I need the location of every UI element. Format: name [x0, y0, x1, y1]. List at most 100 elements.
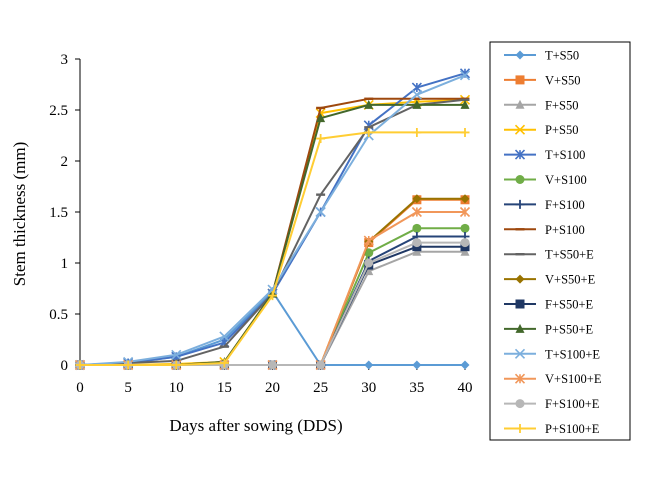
data-point — [460, 360, 470, 370]
data-point — [460, 127, 470, 137]
data-point — [412, 246, 422, 256]
data-point — [460, 238, 470, 248]
data-point — [412, 99, 422, 109]
y-tick-label: 0 — [61, 358, 69, 374]
legend-entry: V+S100 — [504, 173, 587, 187]
y-tick-label: 3 — [61, 52, 69, 68]
data-point — [460, 99, 470, 109]
data-point — [219, 358, 229, 368]
x-tick-label: 15 — [217, 380, 232, 396]
legend-marker — [514, 124, 526, 135]
legend-entry: T+S50+E — [504, 248, 594, 262]
data-point — [364, 360, 374, 370]
data-point — [411, 206, 422, 218]
data-point — [268, 360, 277, 370]
legend-entry: V+S50+E — [504, 273, 596, 287]
legend-entry: T+S100 — [504, 148, 585, 162]
legend-marker — [515, 424, 525, 433]
y-tick-label: 2.5 — [49, 103, 68, 119]
legend-label: V+S50 — [545, 73, 581, 87]
data-point — [412, 238, 422, 248]
data-point — [171, 349, 182, 360]
legend-box — [489, 41, 631, 441]
data-point — [364, 99, 374, 109]
legend-entry: V+S100+E — [504, 372, 602, 386]
data-point — [412, 127, 422, 137]
data-point — [364, 266, 374, 276]
legend-label: T+S100+E — [545, 347, 600, 361]
data-point — [123, 360, 133, 370]
legend-marker — [514, 348, 526, 359]
legend-label: V+S50+E — [545, 273, 596, 287]
data-point — [459, 70, 471, 81]
x-tick-label: 25 — [313, 380, 328, 396]
legend-marker — [514, 373, 526, 384]
x-tick-label: 0 — [76, 380, 84, 396]
legend-label: P+S100+E — [545, 422, 600, 436]
legend-marker — [515, 299, 525, 309]
legend-marker — [515, 99, 525, 109]
legend-marker — [515, 50, 525, 60]
legend-entry: F+S50+E — [504, 298, 594, 312]
y-tick-label: 1 — [61, 256, 69, 272]
legend-entry: P+S100+E — [504, 422, 600, 436]
legend-entry: V+S50 — [504, 73, 581, 87]
data-point — [219, 331, 230, 342]
data-point — [316, 113, 326, 123]
legend-label: T+S50+E — [545, 248, 594, 262]
legend-entry: F+S100+E — [504, 397, 600, 411]
data-point — [268, 291, 277, 301]
legend-label: F+S50+E — [545, 298, 594, 312]
y-tick-label: 2 — [61, 154, 69, 170]
legend-label: T+S50 — [545, 49, 579, 63]
legend-entry: P+S50 — [504, 123, 578, 137]
legend-entry: P+S100 — [504, 223, 585, 237]
series-layer — [74, 68, 471, 371]
legend-marker — [515, 323, 525, 333]
y-tick-label: 1.5 — [49, 205, 68, 221]
x-tick-label: 5 — [124, 380, 132, 396]
x-axis-ticks: 0 5 10 15 20 25 30 35 40 — [76, 365, 473, 396]
data-point — [316, 360, 326, 370]
data-point — [363, 235, 374, 246]
data-point — [412, 223, 422, 233]
data-point — [171, 360, 181, 370]
data-point — [315, 206, 326, 218]
x-axis-title: Days after sowing (DDS) — [169, 416, 342, 435]
legend-marker — [515, 399, 525, 409]
data-point — [316, 134, 326, 144]
data-point — [412, 194, 422, 204]
legend-entry: P+S50+E — [504, 322, 594, 336]
legend-marker — [515, 199, 525, 209]
y-axis-ticks: 0 0.5 1 1.5 2 2.5 3 — [49, 52, 80, 374]
legend-label: F+S50 — [545, 98, 578, 112]
y-axis-title: Stem thickness (mm) — [10, 142, 29, 286]
legend-label: P+S100 — [545, 223, 585, 237]
legend-label: T+S100 — [545, 148, 585, 162]
data-point — [411, 82, 422, 93]
legend-label: F+S100 — [545, 198, 585, 212]
legend-marker — [515, 175, 525, 184]
legend-entry: F+S100 — [504, 198, 585, 212]
legend-label: P+S50 — [545, 123, 578, 137]
legend-label: F+S100+E — [545, 397, 600, 411]
legend-entry: T+S50 — [504, 49, 579, 63]
legend-label: V+S100 — [545, 173, 587, 187]
data-point — [460, 246, 470, 256]
legend-marker — [515, 75, 525, 85]
data-point — [364, 248, 374, 258]
y-tick-label: 0.5 — [49, 307, 68, 323]
data-point — [459, 206, 471, 218]
legend-entry: T+S100+E — [504, 347, 600, 361]
data-point — [460, 194, 470, 204]
data-point — [460, 223, 470, 233]
data-point — [75, 360, 85, 370]
data-point — [412, 360, 422, 370]
data-point — [364, 258, 374, 268]
series-P+S100+E — [75, 127, 470, 370]
x-tick-label: 40 — [458, 380, 473, 396]
x-tick-label: 20 — [265, 380, 280, 396]
legend-marker — [515, 274, 525, 284]
legend: T+S50 V+S50 F+S50 P+S50 T+S100 V+S100 F+S100 P+… — [504, 49, 602, 436]
